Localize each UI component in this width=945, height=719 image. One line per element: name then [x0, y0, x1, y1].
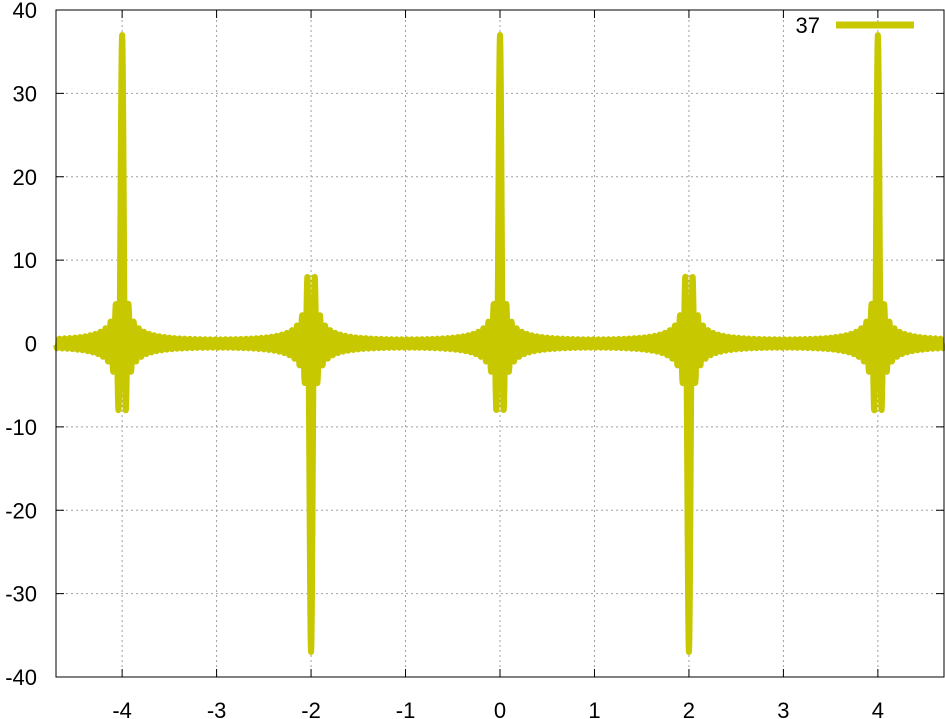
x-tick-label: 3 [777, 698, 789, 719]
y-tick-label: 40 [13, 0, 37, 23]
legend-label: 37 [796, 13, 820, 38]
y-tick-label: -30 [5, 582, 37, 607]
x-tick-labels: -4 -3 -2 -1 0 1 2 3 4 [112, 698, 884, 719]
legend: 37 [796, 13, 914, 38]
y-tick-label: -20 [5, 498, 37, 523]
x-tick-label: 4 [872, 698, 884, 719]
y-tick-label: 20 [13, 165, 37, 190]
series-line [53, 32, 945, 655]
x-tick-label: -1 [396, 698, 416, 719]
x-tick-label: -4 [112, 698, 132, 719]
x-tick-label: 0 [494, 698, 506, 719]
x-tick-label: -3 [207, 698, 227, 719]
y-tick-label: 30 [13, 81, 37, 106]
x-tick-label: -2 [301, 698, 321, 719]
y-tick-label: 0 [25, 332, 37, 357]
x-tick-label: 1 [588, 698, 600, 719]
series-group [53, 32, 945, 655]
y-tick-label: -40 [5, 665, 37, 690]
y-tick-label: 10 [13, 248, 37, 273]
plot-frame [55, 9, 945, 678]
x-tick-label: 2 [683, 698, 695, 719]
y-tick-labels: 40 30 20 10 0 -10 -20 -30 -40 [5, 0, 37, 690]
y-tick-label: -10 [5, 415, 37, 440]
